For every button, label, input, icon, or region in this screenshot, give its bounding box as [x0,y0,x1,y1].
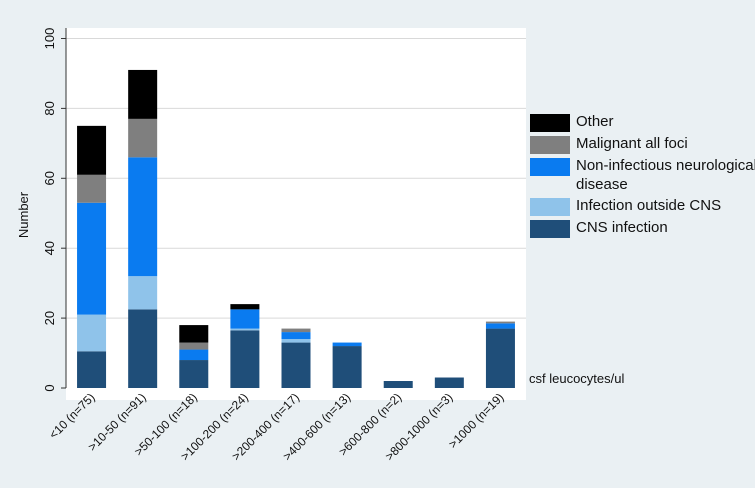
bar-segment [281,339,311,343]
legend-label-non-infectious: Non-infectious neurological disease [576,157,755,193]
bar-segment [179,342,209,350]
bar-segment [332,342,362,347]
legend-item-other: Other [530,112,755,134]
bar-segment [128,276,158,310]
bar-segment [128,118,158,158]
bar-segment [230,328,260,331]
bar-segment [485,323,515,329]
bar-segment [179,349,209,361]
legend-item-infection-outside-cns: Infection outside CNS [530,196,755,218]
legend-swatch-other [530,114,570,132]
bar-segment [77,125,107,175]
legend-swatch-infection-outside-cns [530,198,570,216]
x-axis-label: csf leucocytes/ul [529,371,624,386]
y-tick-label: 100 [42,28,57,50]
legend-swatch-cns-infection [530,220,570,238]
y-tick-label: 60 [42,171,57,185]
bar-segment [383,381,413,388]
legend-item-malignant: Malignant all foci [530,134,755,156]
legend-label-other: Other [576,113,614,130]
y-tick-label: 20 [42,311,57,325]
y-tick-label: 80 [42,101,57,115]
legend-item-cns-infection: CNS infection [530,218,755,240]
bar-segment [434,377,464,388]
bar-segment [128,157,158,277]
bar-segment [485,328,515,388]
y-tick-label: 0 [42,384,57,391]
bar-segment [179,325,209,343]
bar-segment [485,321,515,324]
bar-segment [77,174,107,203]
bar-segment [230,309,260,329]
bar-segment [332,346,362,388]
legend-swatch-non-infectious [530,158,570,176]
bar-segment [77,351,107,388]
legend-item-non-infectious: Non-infectious neurological disease [530,156,755,196]
bar-segment [128,309,158,388]
legend: Other Malignant all foci Non-infectious … [530,112,755,240]
bar-segment [128,69,158,119]
bar-segment [281,328,311,333]
bar-segment [77,202,107,315]
bar-segment [230,330,260,388]
legend-label-malignant: Malignant all foci [576,135,688,152]
bar-segment [179,360,209,388]
bar-segment [281,332,311,340]
y-tick-label: 40 [42,241,57,255]
y-axis-label: Number [16,191,31,238]
legend-label-infection-outside-cns: Infection outside CNS [576,197,722,214]
bar-segment [281,342,311,388]
legend-swatch-malignant [530,136,570,154]
bar-segment [230,304,260,310]
legend-label-cns-infection: CNS infection [576,219,668,236]
bar-segment [77,314,107,352]
